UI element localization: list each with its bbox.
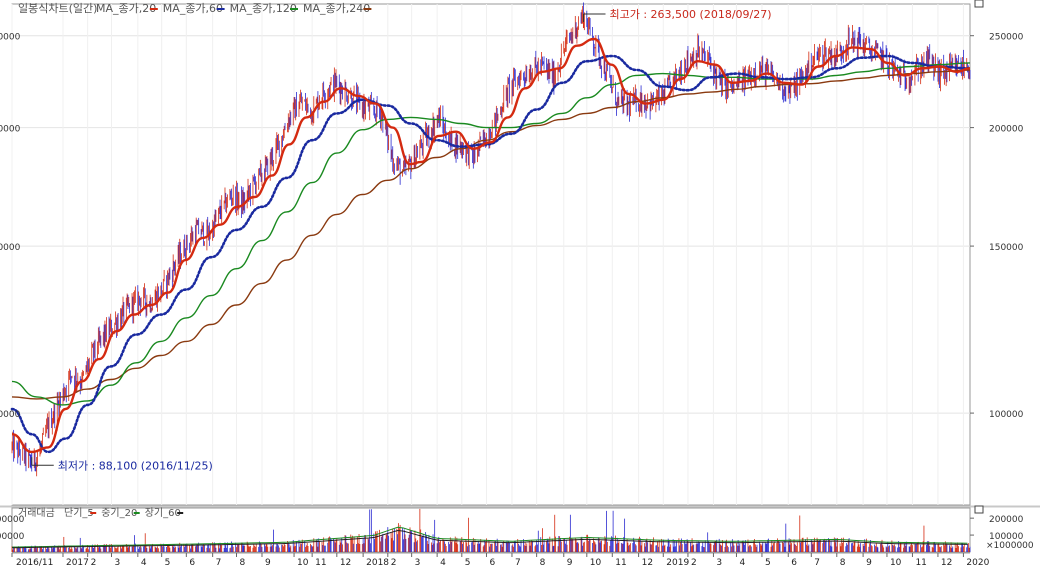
volume-bars (11, 508, 971, 552)
volume-legend-swatch (177, 512, 184, 514)
high-price-marker (583, 13, 606, 23)
ma-line-240 (11, 69, 971, 400)
legend-title: 일봉식차트(일간) (18, 1, 97, 15)
x-tick-label: 4 (440, 558, 446, 567)
y-tick-label: 150000 (989, 243, 1024, 253)
volume-tick-label-left: 200000 (0, 515, 25, 525)
volume-tick-label-left: 100000 (0, 532, 25, 542)
chart-annotations: 최고가 : 263,500 (2018/09/27) 최저가 : 88,100 … (31, 8, 772, 472)
low-price-label: 최저가 : 88,100 (2016/11/25) (58, 459, 213, 472)
x-tick-label: 8 (840, 558, 846, 567)
ma-line-60 (10, 54, 972, 454)
x-tick-label: 2018 (366, 558, 389, 567)
x-tick-label: 12 (941, 558, 952, 567)
y-tick-label-left: 100000 (0, 410, 21, 420)
x-tick-label: 5 (765, 558, 771, 567)
volume-legend-swatch (90, 512, 97, 514)
y-tick-label: 100000 (989, 410, 1024, 420)
main-legend: 일봉식차트(일간) MA_종가,20 MA_종가,60 MA_종가,120 MA_종가… (18, 1, 372, 15)
x-tick-label: 3 (415, 558, 421, 567)
x-tick-label: 10 (297, 558, 309, 567)
chart-axes: 100000 100000 150000 150000 200000 200000 2500… (0, 33, 1024, 568)
legend-item-swatch (216, 8, 225, 10)
x-tick-label: 8 (239, 558, 245, 567)
volume-legend-title: 거래대금 (18, 507, 55, 519)
x-tick-label: 10 (890, 558, 902, 567)
x-tick-label: 2 (691, 558, 697, 567)
x-tick-label: 4 (141, 558, 147, 567)
legend-item-label: MA_종가,120 (230, 2, 297, 15)
volume-tick-label: 100000 (989, 532, 1024, 542)
x-tick-label: 2 (91, 558, 97, 567)
price-panel-frame (11, 3, 971, 506)
y-tick-label: 200000 (989, 125, 1024, 135)
x-tick-label: 7 (814, 558, 820, 567)
y-tick-label-left: 250000 (0, 33, 21, 43)
x-tick-label: 7 (216, 558, 222, 567)
volume-legend-item: 단기_5 (64, 507, 94, 519)
legend-item-label: MA_종가,240 (303, 2, 370, 15)
x-tick-label: 12 (642, 558, 653, 567)
x-tick-label: 2016/11 (16, 558, 53, 567)
x-tick-label: 8 (540, 558, 546, 567)
chart-frames (0, 0, 1040, 554)
x-tick-label: 6 (489, 558, 495, 567)
x-tick-label: 11 (615, 558, 626, 567)
legend-item-swatch (149, 8, 158, 10)
x-tick-label: 9 (567, 558, 573, 567)
x-tick-label: 2019 (666, 558, 689, 567)
high-price-label: 최고가 : 263,500 (2018/09/27) (610, 8, 772, 21)
volume-ma-60 (11, 529, 968, 549)
x-tick-label: 7 (515, 558, 521, 567)
legend-item-swatch (290, 8, 298, 10)
x-tick-label: 5 (465, 558, 471, 567)
x-tick-label: 11 (315, 558, 326, 567)
x-tick-label: 2020 (966, 558, 989, 567)
moving-averages (10, 37, 972, 454)
volume-tick-label: 200000 (989, 515, 1024, 525)
x-tick-label: 6 (791, 558, 797, 567)
x-tick-label: 10 (590, 558, 602, 567)
x-tick-label: 11 (915, 558, 926, 567)
ma-line-20 (11, 37, 971, 454)
legend-item-label: MA_종가,60 (163, 2, 223, 15)
x-tick-label: 4 (739, 558, 745, 567)
legend-item-swatch (363, 8, 372, 10)
panel-corner-icon (974, 0, 984, 8)
legend-item-label: MA_종가,20 (96, 2, 156, 15)
y-tick-label: 250000 (989, 33, 1024, 43)
volume-legend-swatch (133, 512, 140, 514)
x-tick-label: 6 (189, 558, 195, 567)
volume-legend-item: 중기_20 (101, 507, 137, 519)
x-tick-label: 9 (265, 558, 271, 567)
volume-legend: 거래대금 단기_5 중기_20 장기_60 (18, 507, 184, 519)
x-tick-label: 12 (340, 558, 351, 567)
x-tick-label: 5 (165, 558, 171, 567)
volume-unit-label: ×1000000 (986, 541, 1034, 551)
low-price-marker (31, 457, 54, 466)
x-tick-label: 3 (115, 558, 121, 567)
x-tick-label: 3 (716, 558, 722, 567)
x-tick-label: 9 (866, 558, 872, 567)
volume-panel-frame (11, 507, 971, 553)
y-tick-label-left: 200000 (0, 125, 21, 135)
panel-toggle-icon (974, 505, 984, 514)
volume-legend-item: 장기_60 (145, 507, 181, 519)
candlesticks (11, 2, 971, 477)
x-tick-label: 2 (391, 558, 397, 567)
ma-line-120 (11, 62, 971, 406)
volume-ma-20 (11, 526, 968, 548)
x-tick-label: 2017 (66, 558, 89, 567)
y-tick-label-left: 150000 (0, 243, 21, 253)
chart-grid (11, 4, 970, 505)
